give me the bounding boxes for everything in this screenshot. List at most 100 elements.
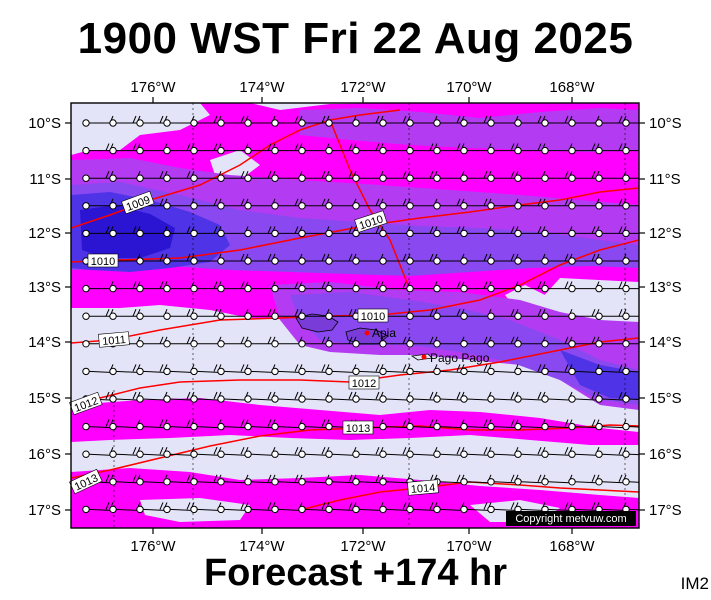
wind-barb xyxy=(352,226,384,238)
wind-barb xyxy=(352,502,384,514)
isobar-label-1013-center: 1013 xyxy=(346,423,370,435)
wind-barb xyxy=(109,143,141,155)
wind-barb xyxy=(622,174,639,182)
wind-barb xyxy=(325,336,357,348)
wind-barb xyxy=(163,253,195,265)
wind-barb xyxy=(433,502,465,514)
pago-pago-marker xyxy=(421,354,427,360)
wind-barb xyxy=(190,419,222,431)
wind-barb xyxy=(163,143,195,155)
wind-barb xyxy=(190,171,222,182)
lat-label-11s-left: 11°S xyxy=(29,171,61,188)
lon-label-168w-bottom: 168°W xyxy=(549,538,595,555)
wind-barb xyxy=(109,309,141,320)
wind-barb xyxy=(406,281,438,293)
wind-barb xyxy=(352,336,384,348)
place-label-pago-pago: Pago Pago xyxy=(430,351,490,365)
wind-barb xyxy=(136,309,168,320)
lat-label-17s-right: 17°S xyxy=(649,502,682,519)
wind-barb xyxy=(379,419,411,431)
lon-label-170w-top: 170°W xyxy=(446,79,492,96)
wind-barb xyxy=(217,281,249,293)
wind-barb xyxy=(109,115,141,127)
wind-barb xyxy=(595,309,627,320)
wind-barb xyxy=(406,364,438,376)
lat-label-17s-left: 17°S xyxy=(28,502,61,519)
wind-barb xyxy=(460,115,492,127)
isobar-label-1012-center: 1012 xyxy=(352,378,376,390)
wind-barb xyxy=(541,115,573,127)
wind-barb xyxy=(298,171,330,182)
wind-barb xyxy=(271,115,303,127)
wind-barb xyxy=(298,115,330,127)
wind-barb xyxy=(163,198,195,210)
lon-label-170w-bottom: 170°W xyxy=(446,538,492,555)
wind-barb xyxy=(136,391,168,403)
wind-barb xyxy=(352,115,384,127)
wind-barb xyxy=(541,281,573,293)
wind-barb xyxy=(136,364,168,376)
wind-barb xyxy=(433,198,465,210)
wind-barb xyxy=(460,226,492,238)
lon-labels-top: 176°W 174°W 172°W 170°W 168°W xyxy=(130,79,595,96)
wind-barb xyxy=(541,474,573,486)
wind-barb xyxy=(325,281,357,293)
wind-barb xyxy=(271,198,303,210)
lat-label-15s-right: 15°S xyxy=(649,390,682,407)
wind-barb xyxy=(298,226,330,238)
wind-barb xyxy=(568,171,600,182)
wind-barb xyxy=(136,336,168,348)
wind-barb xyxy=(433,226,465,238)
wind-barb xyxy=(460,198,492,210)
lat-label-14s-left: 14°S xyxy=(28,334,61,351)
wind-barb xyxy=(406,253,438,265)
wind-barb xyxy=(82,198,114,210)
wind-barb xyxy=(271,502,303,514)
lon-labels-bottom: 176°W 174°W 172°W 170°W 168°W xyxy=(130,538,595,555)
wind-barb xyxy=(82,309,114,320)
wind-barb xyxy=(379,474,411,486)
lat-label-10s-left: 10°S xyxy=(28,115,61,132)
lon-label-176w-bottom: 176°W xyxy=(130,538,176,555)
wind-barb xyxy=(217,474,249,486)
image-code: IM2 xyxy=(680,574,709,593)
wind-barb xyxy=(109,391,141,403)
wind-barb xyxy=(541,253,573,265)
chart-title: 1900 WST Fri 22 Aug 2025 xyxy=(77,14,634,63)
wind-barb xyxy=(514,115,546,127)
wind-barb xyxy=(487,253,519,265)
apia-marker xyxy=(364,330,370,336)
wind-barb xyxy=(352,253,384,265)
wind-barb xyxy=(460,171,492,182)
wind-barb xyxy=(487,474,519,486)
wind-barb xyxy=(190,281,222,293)
wind-barb xyxy=(217,364,249,376)
wind-barb xyxy=(163,447,195,458)
wind-barb xyxy=(190,226,222,238)
wind-barb xyxy=(622,422,639,431)
wind-barb xyxy=(487,336,519,348)
wind-barb xyxy=(298,253,330,265)
wind-barb xyxy=(406,115,438,127)
wind-barb xyxy=(406,391,438,403)
wind-barb xyxy=(190,143,222,155)
wind-barb xyxy=(190,309,222,320)
wind-barb xyxy=(109,171,141,182)
wind-barb xyxy=(298,474,330,486)
place-label-apia: Apia xyxy=(372,326,396,340)
lon-label-172w-top: 172°W xyxy=(340,79,386,96)
wind-barb xyxy=(595,391,627,403)
shading-purple-band-2 xyxy=(300,108,639,152)
wind-barb xyxy=(136,447,168,458)
wind-barb xyxy=(271,309,303,320)
wind-barb xyxy=(379,336,411,348)
wind-barb xyxy=(217,143,249,155)
wind-barb xyxy=(595,253,627,265)
wind-barb xyxy=(82,419,114,431)
lon-label-174w-top: 174°W xyxy=(239,79,285,96)
lon-label-172w-bottom: 172°W xyxy=(340,538,386,555)
wind-barb xyxy=(217,198,249,210)
wind-barb xyxy=(163,309,195,320)
wind-barb xyxy=(622,284,639,293)
